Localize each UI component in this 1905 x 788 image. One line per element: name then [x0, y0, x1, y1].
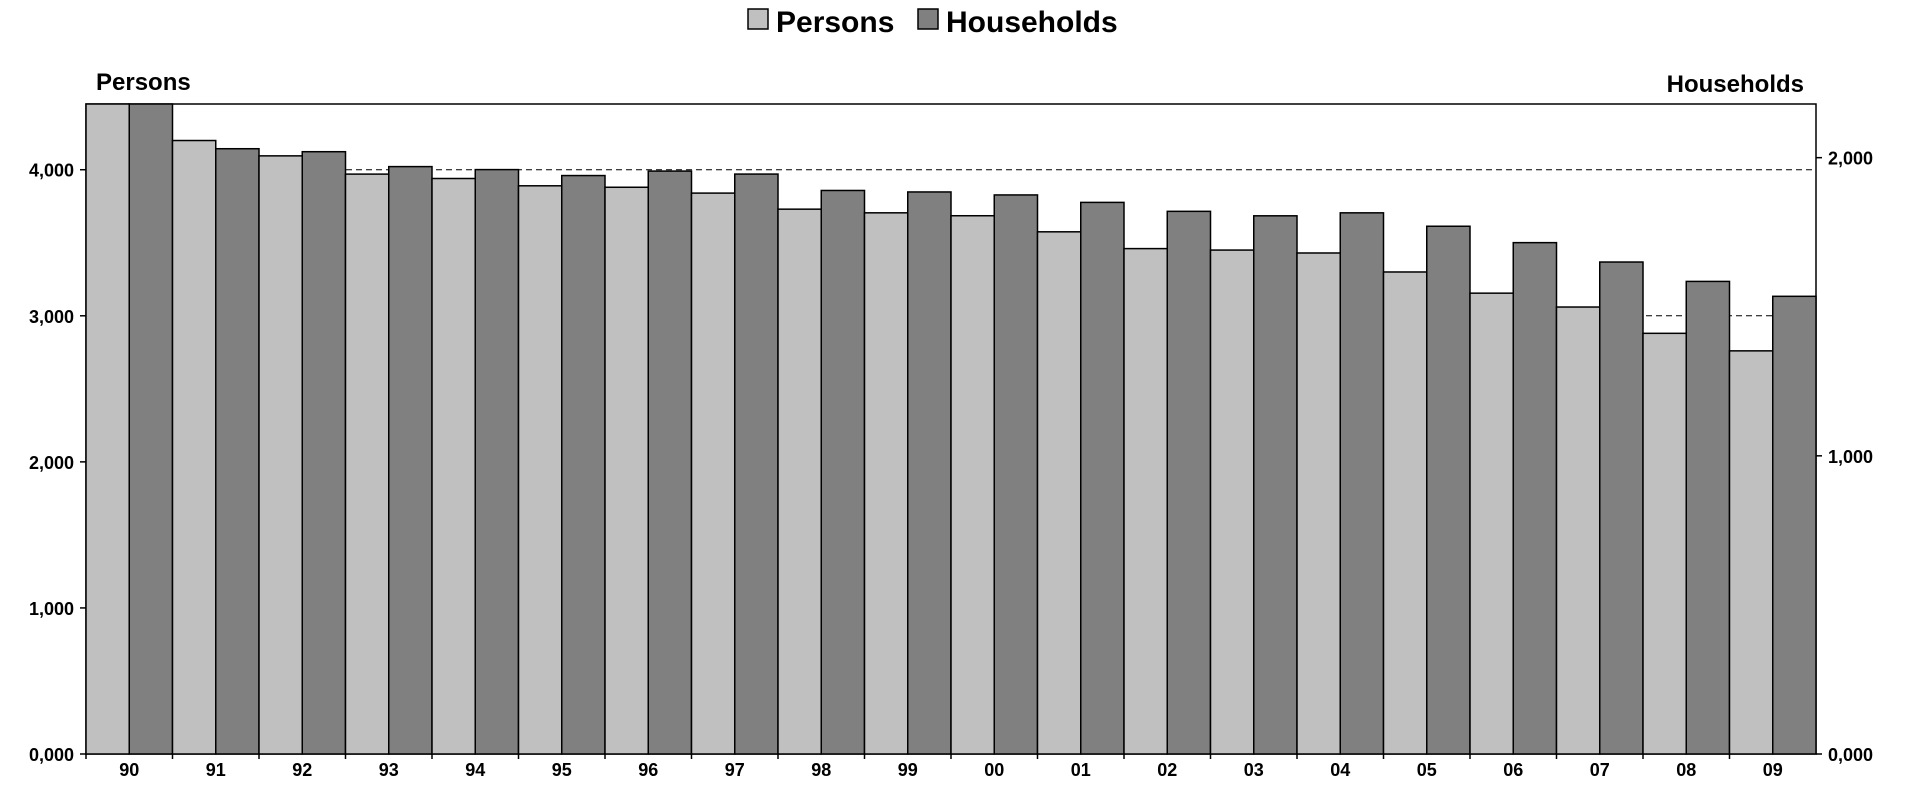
bar-households-00: [993, 194, 1039, 755]
bar-persons-96: [604, 186, 649, 755]
bar-households-01: [1080, 201, 1125, 755]
bar-persons-99: [863, 212, 909, 755]
bar-persons-07: [1555, 306, 1601, 755]
bar-persons-03: [1209, 249, 1255, 755]
y-right-axis-title: Households: [1667, 71, 1804, 98]
bar-persons-00: [950, 214, 995, 755]
bar-persons-90: [85, 103, 130, 755]
x-tick-label: 90: [119, 760, 139, 780]
x-tick-label: 95: [552, 760, 572, 780]
x-tick-label: 98: [811, 760, 831, 780]
x-tick-label: 97: [725, 760, 745, 780]
legend-swatch-households: [917, 8, 939, 30]
bar-households-03: [1253, 215, 1298, 755]
x-tick-label: 09: [1763, 760, 1783, 780]
y-right-tick-label: 0,000: [1828, 745, 1873, 765]
bars: [85, 103, 1817, 755]
y-left-tick-label: 2,000: [29, 453, 74, 473]
x-tick-label: 04: [1330, 760, 1350, 780]
legend: Persons Households: [747, 6, 1118, 39]
x-tick-label: 06: [1503, 760, 1523, 780]
bar-persons-92: [258, 155, 303, 755]
x-tick-label: 93: [379, 760, 399, 780]
x-tick-label: 00: [984, 760, 1004, 780]
x-axis: 90 91 92 93 94 95 96 97 98 99 00 01 02 03 04 05 06 07 08 09: [85, 754, 1783, 780]
y-right-tick-label: 2,000: [1828, 149, 1873, 169]
bar-households-06: [1512, 241, 1558, 755]
y-right-axis: 0,000 1,000 2,000: [1816, 149, 1873, 765]
bar-households-97: [734, 173, 779, 755]
bar-persons-94: [431, 177, 476, 755]
bar-households-05: [1426, 225, 1471, 755]
bar-persons-91: [171, 139, 217, 755]
x-tick-label: 94: [465, 760, 485, 780]
bar-persons-93: [344, 173, 390, 755]
bar-households-94: [474, 168, 520, 755]
y-left-tick-label: 4,000: [29, 161, 74, 181]
y-right-tick-label: 1,000: [1828, 447, 1873, 467]
bar-households-04: [1339, 212, 1385, 755]
bar-households-93: [388, 165, 433, 755]
x-tick-label: 01: [1071, 760, 1091, 780]
x-tick-label: 03: [1244, 760, 1264, 780]
x-tick-label: 08: [1676, 760, 1696, 780]
x-tick-label: 91: [206, 760, 226, 780]
bar-persons-04: [1296, 252, 1341, 755]
bar-households-96: [647, 170, 693, 755]
bar-households-07: [1599, 261, 1644, 755]
bar-persons-09: [1728, 350, 1774, 755]
bar-persons-08: [1642, 332, 1687, 755]
bar-households-99: [907, 191, 952, 755]
bar-households-08: [1685, 280, 1731, 755]
bar-persons-95: [517, 185, 563, 755]
x-tick-label: 07: [1590, 760, 1610, 780]
legend-swatch-persons: [747, 8, 769, 30]
bar-households-98: [820, 189, 866, 755]
bar-households-91: [215, 147, 260, 755]
legend-label-households: Households: [946, 6, 1118, 39]
bar-households-92: [301, 150, 347, 755]
x-tick-label: 96: [638, 760, 658, 780]
x-tick-label: 05: [1417, 760, 1437, 780]
x-tick-label: 92: [292, 760, 312, 780]
bar-households-09: [1772, 295, 1817, 755]
bar-persons-02: [1123, 247, 1168, 755]
bar-households-90: [128, 103, 174, 755]
bar-persons-06: [1469, 292, 1514, 755]
legend-label-persons: Persons: [776, 6, 894, 39]
bar-persons-98: [777, 208, 822, 755]
x-tick-label: 99: [898, 760, 918, 780]
x-tick-label: 02: [1157, 760, 1177, 780]
bar-persons-05: [1382, 271, 1428, 755]
y-left-axis: 0,000 1,000 2,000 3,000 4,000: [29, 161, 86, 765]
bar-households-95: [561, 174, 606, 755]
y-left-axis-title: Persons: [96, 69, 191, 96]
bar-persons-01: [1036, 231, 1082, 755]
bar-persons-97: [690, 192, 736, 755]
y-left-tick-label: 0,000: [29, 745, 74, 765]
y-left-tick-label: 1,000: [29, 599, 74, 619]
y-left-tick-label: 3,000: [29, 307, 74, 327]
bar-households-02: [1166, 210, 1212, 755]
